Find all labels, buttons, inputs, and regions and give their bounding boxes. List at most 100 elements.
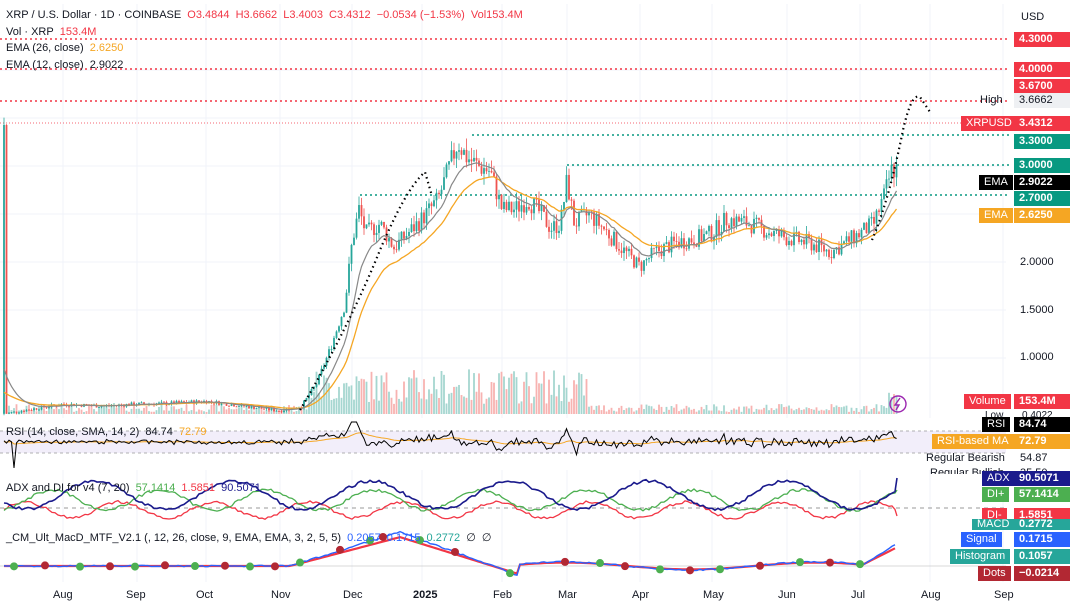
adx-legend[interactable]: ADX and DI for v4 (7, 20) 57.1414 1.5851…	[6, 481, 264, 495]
candle-body-217	[545, 211, 548, 227]
volume-bar-84	[213, 404, 215, 414]
volume-bar-98	[248, 410, 250, 414]
volume-bar-75	[190, 410, 193, 414]
ema26-legend-value: 2.6250	[89, 42, 124, 54]
volume-bar-212	[533, 396, 535, 414]
volume-bar-351	[880, 405, 883, 414]
candle-body-247	[620, 250, 623, 254]
volume-bar-44	[113, 405, 115, 414]
candle-body-237	[595, 213, 598, 226]
candle-body-279	[700, 229, 703, 242]
volume-bar-149	[375, 375, 378, 414]
candle-body-197	[495, 176, 498, 200]
volume-bar-52	[133, 406, 135, 414]
volume-bar-243	[610, 407, 613, 414]
volume-bar-335	[840, 407, 843, 414]
macd-cross-dot-25	[826, 558, 834, 567]
regular-bullish-value: 35.50	[1020, 466, 1048, 474]
candle-body-355	[890, 164, 893, 179]
candle-body-242	[608, 229, 610, 239]
volume-bar-333	[835, 405, 838, 414]
ema12-legend[interactable]: EMA (12, close) 2.9022	[6, 58, 126, 72]
volume-bar-92	[233, 409, 235, 414]
adx-legend-diminus: 1.5851	[181, 482, 216, 494]
macd-cross-dot-23	[756, 561, 764, 570]
candle-body-206	[518, 201, 520, 212]
ema26-legend[interactable]: EMA (26, close) 2.6250	[6, 41, 126, 55]
volume-bar-196	[493, 382, 495, 414]
candle-body-318	[798, 231, 800, 243]
symbol-legend[interactable]: XRP / U.S. Dollar · 1D · COINBASE O3.484…	[6, 8, 526, 22]
rsi-legend[interactable]: RSI (14, close, SMA, 14, 2) 84.74 72.79	[6, 425, 209, 439]
volume-bar-230	[578, 372, 580, 414]
volume-bar-332	[833, 407, 835, 414]
volume-bar-299	[750, 405, 753, 414]
volume-bar-238	[598, 405, 600, 414]
candle-body-228	[573, 200, 575, 226]
candle-body-104	[263, 408, 265, 410]
macd-cross-dot-21	[686, 566, 694, 575]
candle-body-121	[305, 397, 308, 401]
macd-cross-dot-6	[191, 562, 199, 571]
volume-bar-326	[818, 410, 820, 414]
volume-bar-37	[95, 411, 98, 414]
volume-bar-87	[220, 404, 223, 414]
month-aug-2025: Aug	[921, 589, 941, 601]
volume-bar-314	[788, 405, 790, 414]
volume-bar-337	[845, 405, 848, 414]
volume-bar-214	[538, 383, 540, 414]
volume-bar-176	[443, 374, 445, 414]
candle-body-280	[703, 234, 705, 242]
volume-bar-224	[563, 375, 565, 414]
macd-legend[interactable]: _CM_Ult_MacD_MTF_V2.1 (, 12, 26, close, …	[6, 531, 494, 545]
volume-bar-194	[488, 397, 490, 414]
macd-cross-dot-4	[131, 562, 139, 571]
candle-body-136	[343, 312, 345, 317]
volume-bar-270	[678, 411, 680, 414]
currency-label[interactable]: USD	[1021, 11, 1045, 23]
volume-bar-297	[745, 406, 748, 414]
candle-body-97	[245, 406, 248, 407]
volume-bar-250	[628, 407, 630, 414]
candle-body-105	[265, 407, 268, 409]
candle-body-52	[133, 402, 135, 406]
candle-body-185	[465, 149, 468, 163]
candle-body-9	[25, 409, 28, 412]
candle-body-135	[340, 316, 343, 327]
candle-body-110	[278, 410, 280, 412]
candle-body-311	[780, 230, 783, 237]
candle-body-271	[680, 238, 683, 248]
di-plus-line	[3, 488, 898, 512]
volume-bar-307	[770, 408, 773, 414]
volume-bar-342	[858, 411, 860, 414]
candle-body-144	[363, 216, 365, 229]
volume-bar-261	[655, 410, 658, 414]
candle-body-4	[13, 411, 15, 413]
volume-legend[interactable]: Vol · XRP 153.4M	[6, 25, 99, 39]
candle-body-140	[353, 237, 355, 245]
candle-body-338	[848, 236, 850, 242]
volume-bar-156	[393, 403, 395, 414]
candle-body-294	[738, 216, 740, 222]
candle-body-90	[228, 405, 230, 407]
candle-body-120	[303, 400, 305, 408]
candle-body-62	[158, 402, 160, 404]
volume-bar-169	[425, 399, 428, 414]
candle-body-148	[373, 224, 375, 236]
volume-bar-130	[328, 383, 330, 414]
regular-bearish-value: 54.87	[1020, 452, 1048, 464]
adx-legend-diplus: 57.1414	[135, 482, 176, 494]
volume-bar-160	[403, 381, 405, 414]
volume-bar-64	[163, 410, 165, 414]
ema12-line	[3, 162, 898, 411]
volume-bar-4	[13, 408, 15, 414]
histogram-value: 0.1057	[1014, 549, 1070, 564]
candle-body-184	[463, 149, 465, 155]
volume-bar-267	[670, 406, 673, 414]
volume-bar-80	[203, 411, 205, 414]
candle-body-199	[500, 194, 503, 209]
candle-body-292	[733, 218, 735, 227]
volume-bar-152	[383, 382, 385, 414]
candle-body-193	[485, 168, 488, 172]
